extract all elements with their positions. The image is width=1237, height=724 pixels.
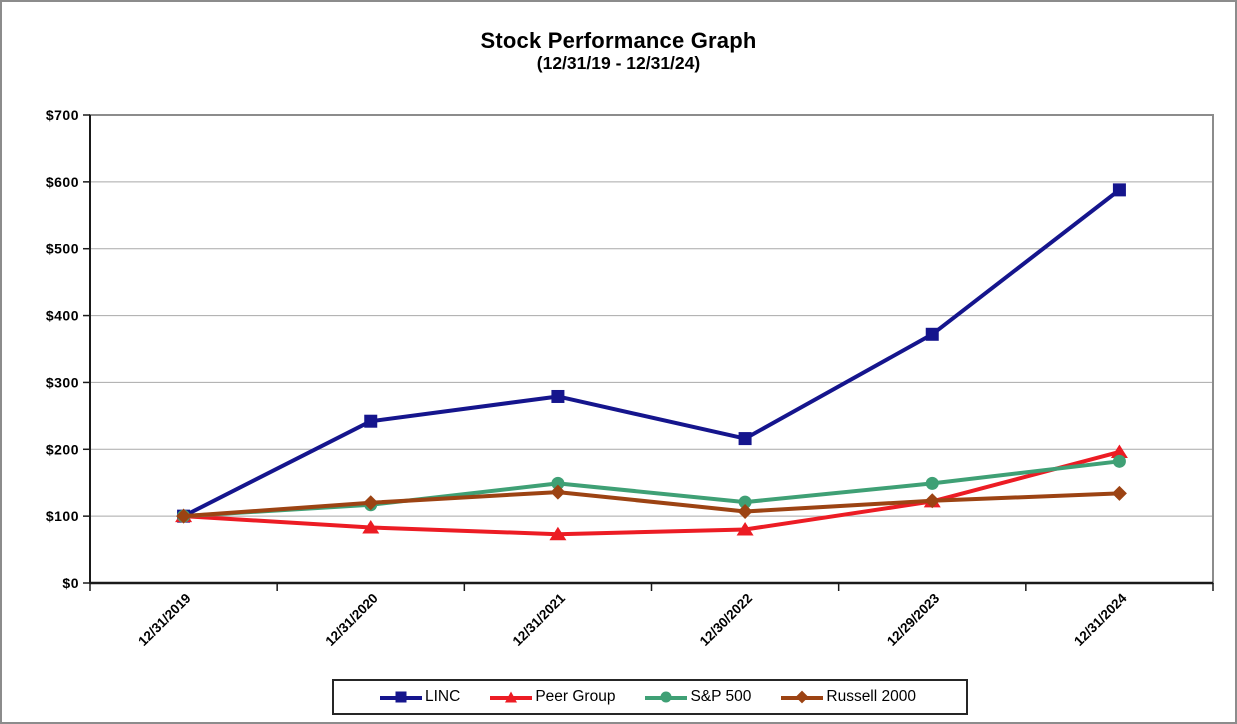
- russell-2000-marker: [176, 508, 192, 524]
- s-p-500-marker: [925, 476, 939, 490]
- y-tick-label: $500: [46, 241, 79, 257]
- y-tick-label: $100: [46, 508, 79, 524]
- chart-title-block: Stock Performance Graph (12/31/19 - 12/3…: [2, 28, 1235, 73]
- russell-2000-legend-marker-icon: [781, 690, 824, 705]
- y-tick-label: $0: [62, 575, 79, 591]
- x-tick-label: 12/31/2020: [322, 591, 380, 649]
- legend-item-peer-group: Peer Group: [490, 688, 615, 706]
- y-tick-label: $700: [46, 107, 79, 123]
- legend-label: Peer Group: [535, 688, 616, 705]
- x-tick-label: 12/31/2024: [1071, 590, 1130, 649]
- linc-marker: [364, 414, 378, 428]
- legend-label: S&P 500: [690, 688, 752, 705]
- russell-2000-line: [183, 490, 1120, 519]
- y-tick-label: $600: [46, 174, 79, 190]
- linc-marker: [738, 432, 752, 446]
- chart-subtitle: (12/31/19 - 12/31/24): [536, 53, 701, 74]
- peer-group-marker: [1110, 444, 1128, 458]
- y-tick-label: $200: [46, 441, 79, 457]
- linc-marker: [551, 389, 565, 403]
- s-p-500-marker: [738, 495, 752, 509]
- peer-group-marker: [736, 522, 754, 536]
- legend-item-s-p-500: S&P 500: [645, 688, 751, 706]
- russell-2000-marker: [1111, 485, 1127, 501]
- legend-label: Russell 2000: [826, 688, 916, 705]
- x-tick-label: 12/31/2019: [135, 591, 193, 649]
- linc-line: [182, 188, 1121, 518]
- peer-group-marker: [362, 520, 380, 534]
- russell-2000-marker: [363, 495, 379, 511]
- linc-marker: [925, 327, 939, 341]
- x-tick-label: 12/30/2022: [697, 591, 755, 649]
- y-tick-label: $400: [46, 308, 79, 324]
- series-linc: [177, 183, 1126, 523]
- russell-2000-marker: [924, 493, 940, 509]
- linc-legend-marker-icon: [380, 690, 422, 705]
- x-tick-label: 12/31/2021: [510, 590, 569, 649]
- peer-group-line: [183, 450, 1120, 537]
- chart-title: Stock Performance Graph: [480, 28, 757, 53]
- legend-label: LINC: [425, 688, 461, 705]
- peer-group-legend-marker-icon: [490, 690, 533, 705]
- s-p-500-marker: [551, 476, 565, 490]
- legend-item-russell-2000: Russell 2000: [781, 688, 916, 706]
- russell-2000-marker: [737, 503, 753, 519]
- x-tick-label: 12/29/2023: [884, 590, 943, 649]
- s-p-500-legend-marker-icon: [645, 690, 688, 705]
- series-russell-2000: [176, 484, 1127, 524]
- peer-group-marker: [549, 526, 567, 541]
- s-p-500-marker: [1112, 454, 1126, 468]
- chart-legend: LINC Peer Group S&P 500 Russell 2000: [332, 679, 968, 715]
- russell-2000-marker: [550, 484, 566, 500]
- legend-item-linc: LINC: [380, 688, 460, 706]
- linc-marker: [1112, 183, 1126, 197]
- y-tick-label: $300: [46, 374, 79, 390]
